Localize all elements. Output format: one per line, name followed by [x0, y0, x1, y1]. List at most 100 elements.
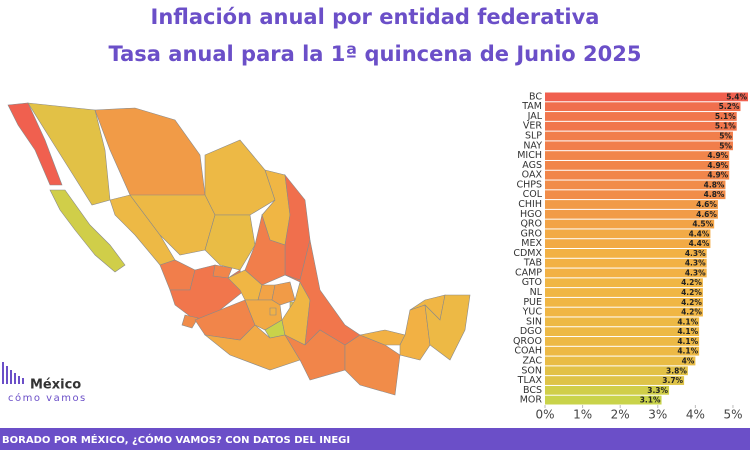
map-state — [399, 304, 431, 361]
value-label: 3.7% — [662, 376, 683, 385]
value-label: 5% — [719, 132, 732, 141]
y-tick-label: GRO — [521, 228, 542, 239]
y-tick-label: BC — [529, 91, 542, 102]
y-tick-label: HGO — [520, 209, 542, 220]
map — [7, 102, 471, 396]
value-label: 4.4% — [689, 229, 710, 238]
value-label: 4.4% — [689, 239, 710, 248]
bar — [545, 170, 730, 180]
y-tick-label: SIN — [526, 316, 542, 327]
y-tick-label: PUE — [523, 297, 542, 308]
value-label: 5.1% — [715, 122, 736, 131]
value-label: 4.9% — [707, 171, 728, 180]
value-label: 4.1% — [677, 347, 698, 356]
map-state — [204, 139, 276, 216]
logo: México cómo vamos — [2, 362, 87, 404]
map-state — [181, 314, 199, 329]
bar — [545, 356, 696, 366]
chart-subtitle: Tasa anual para la 1ª quincena de Junio … — [109, 42, 642, 66]
value-label: 4.3% — [685, 268, 706, 277]
y-tick-label: JAL — [527, 111, 543, 122]
value-label: 4.6% — [696, 200, 717, 209]
x-tick-label: 1% — [573, 408, 592, 422]
value-label: 4.1% — [677, 337, 698, 346]
bar — [545, 327, 700, 337]
value-label: 4.8% — [704, 180, 725, 189]
value-label: 4.1% — [677, 327, 698, 336]
bar — [545, 209, 718, 219]
value-label: 4% — [682, 356, 695, 365]
y-tick-label: TAM — [521, 101, 542, 112]
y-tick-label: SLP — [525, 131, 542, 142]
x-tick-label: 0% — [535, 408, 554, 422]
y-tick-label: SON — [521, 365, 542, 376]
footer: BORADO POR MÉXICO, ¿CÓMO VAMOS? CON DATO… — [2, 433, 350, 446]
bar — [545, 288, 703, 297]
bar — [545, 258, 707, 268]
x-tick-label: 4% — [686, 408, 705, 422]
bar — [545, 376, 685, 385]
value-label: 4.9% — [707, 161, 728, 170]
value-label: 4.2% — [681, 308, 702, 317]
map-state — [49, 189, 126, 273]
bar — [545, 151, 730, 160]
y-tick-label: AGS — [522, 160, 542, 171]
value-label: 3.3% — [647, 386, 668, 395]
bar — [545, 268, 707, 278]
y-tick-label: COAH — [514, 346, 542, 357]
value-label: 5.1% — [715, 112, 736, 121]
value-label: 4.1% — [677, 317, 698, 326]
value-label: 4.2% — [681, 288, 702, 297]
bar — [545, 249, 707, 258]
value-label: 4.2% — [681, 298, 702, 307]
map-state — [271, 281, 296, 306]
bar — [545, 141, 733, 151]
y-tick-label: CHIH — [518, 199, 542, 210]
y-tick-label: GTO — [522, 277, 542, 288]
value-label: 4.3% — [685, 249, 706, 258]
y-tick-label: TAB — [523, 258, 542, 269]
y-tick-label: NAY — [523, 140, 542, 151]
y-tick-label: QROO — [513, 336, 542, 347]
bar — [545, 297, 703, 307]
bar — [545, 239, 711, 248]
y-tick-label: BCS — [523, 385, 542, 396]
y-tick-label: OAX — [522, 170, 543, 181]
y-tick-label: QRO — [520, 219, 542, 230]
bar — [545, 219, 715, 229]
x-tick-label: 2% — [611, 408, 630, 422]
map-state — [424, 294, 471, 361]
y-tick-label: MICH — [517, 150, 542, 161]
footer-bar — [0, 428, 750, 450]
value-label: 4.9% — [707, 151, 728, 160]
y-tick-label: CDMX — [513, 248, 542, 259]
value-label: 3.8% — [666, 366, 687, 375]
bar — [545, 112, 737, 121]
chart-title: Inflación anual por entidad federativa — [151, 5, 600, 29]
map-state — [7, 102, 63, 186]
value-label: 4.8% — [704, 190, 725, 199]
bar — [545, 200, 718, 209]
value-label: 5% — [719, 141, 732, 150]
bar — [545, 102, 741, 112]
bar — [545, 346, 700, 356]
bar — [545, 366, 688, 376]
logo-tagline: cómo vamos — [8, 392, 87, 404]
bar — [545, 190, 726, 200]
bar — [545, 337, 700, 346]
logo-icon — [2, 362, 24, 384]
y-tick-label: NL — [530, 287, 543, 298]
bar — [545, 229, 711, 239]
bar — [545, 160, 730, 170]
bar — [545, 317, 700, 327]
map-state — [269, 307, 277, 316]
bar — [545, 92, 748, 102]
y-tick-label: VER — [523, 121, 543, 132]
map-state — [94, 107, 206, 201]
y-tick-label: YUC — [522, 307, 543, 318]
map-state — [159, 259, 196, 291]
map-state — [27, 102, 111, 206]
value-label: 4.6% — [696, 210, 717, 219]
y-tick-label: MOR — [520, 395, 543, 406]
